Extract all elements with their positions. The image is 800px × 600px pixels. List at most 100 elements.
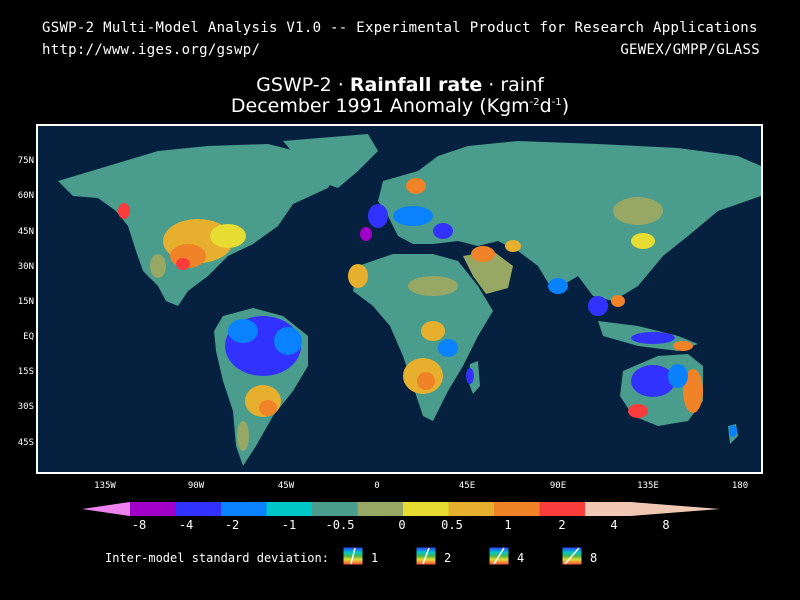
anomaly-patch — [393, 206, 433, 226]
map-title: GSWP-2 · Rainfall rate · rainf — [0, 74, 800, 96]
anomaly-patch — [631, 233, 655, 249]
colorbar-box — [494, 502, 540, 516]
unit-mid: d — [539, 95, 552, 117]
lat-label: 75N — [17, 156, 34, 166]
colorbar-box — [585, 502, 631, 516]
title-variable: Rainfall rate — [349, 74, 483, 96]
colorbar-box — [539, 502, 585, 516]
anomaly-patch — [668, 364, 688, 388]
header-url: http://www.iges.org/gswp/ — [42, 42, 261, 58]
greenland — [283, 134, 378, 188]
lon-label: 0 — [374, 481, 380, 491]
anomaly-patches — [118, 178, 737, 451]
anomaly-patch — [631, 365, 675, 397]
anomaly-patch — [118, 203, 130, 219]
anomaly-patch — [176, 258, 190, 270]
sd-glyph-icon — [488, 546, 510, 566]
lat-label: EQ — [23, 332, 34, 342]
anomaly-patch — [613, 197, 663, 225]
colorbar-low-triangle — [82, 502, 130, 516]
lon-label: 135E — [637, 481, 659, 491]
lon-label: 45W — [277, 481, 295, 491]
anomaly-patch — [729, 425, 737, 437]
colorbar-label: -8 — [131, 518, 147, 532]
header-program: GEWEX/GMPP/GLASS — [620, 42, 760, 58]
unit-exp-1: -2 — [529, 97, 540, 108]
anomaly-patch — [348, 264, 368, 288]
colorbar-label: -0.5 — [325, 518, 355, 532]
title-product: GSWP-2 · — [256, 74, 350, 96]
anomaly-patch — [150, 254, 166, 278]
colorbar-box — [403, 502, 449, 516]
sd-glyph-icon — [415, 546, 437, 566]
colorbar-box — [130, 502, 176, 516]
anomaly-map — [36, 124, 763, 474]
japan — [658, 216, 670, 244]
anomaly-patch — [421, 321, 445, 341]
colorbar-label: 8 — [662, 518, 670, 532]
sd-value: 2 — [444, 551, 452, 565]
anomaly-patch — [505, 240, 521, 252]
colorbar-label: -1 — [281, 518, 297, 532]
colorbar-label: -4 — [178, 518, 194, 532]
anomaly-patch — [417, 372, 435, 390]
lon-label: 90W — [187, 481, 205, 491]
lat-label: 15S — [17, 367, 34, 377]
lon-label: 45E — [458, 481, 476, 491]
title-short-name: · rainf — [482, 74, 544, 96]
anomaly-patch — [588, 296, 608, 316]
colorbar-high-triangle — [630, 502, 720, 516]
map-svg — [38, 134, 761, 472]
eurasia — [378, 141, 761, 301]
anomaly-patch — [228, 319, 258, 343]
colorbar-box — [175, 502, 221, 516]
sd-legend-label: Inter-model standard deviation: — [105, 551, 329, 565]
colorbar-label: 2 — [558, 518, 566, 532]
lat-label: 60N — [17, 191, 34, 201]
anomaly-patch — [237, 421, 249, 451]
map-subtitle: December 1991 Anomaly (Kgm-2d-1) — [0, 95, 800, 117]
anomaly-patch — [408, 276, 458, 296]
uk — [390, 192, 403, 214]
colorbar-label: -2 — [224, 518, 240, 532]
lon-label: 90E — [549, 481, 567, 491]
lon-label: 135W — [94, 481, 116, 491]
header-line-1: GSWP-2 Multi-Model Analysis V1.0 -- Expe… — [42, 20, 758, 36]
colorbar — [82, 502, 720, 516]
antarctic-strip — [38, 466, 761, 472]
sd-value: 1 — [371, 551, 379, 565]
anomaly-patch — [274, 327, 302, 355]
anomaly-patch — [360, 227, 372, 241]
lon-label: 180 — [731, 481, 749, 491]
lat-label: 45S — [17, 438, 34, 448]
anomaly-patch — [438, 339, 458, 357]
anomaly-patch — [210, 224, 246, 248]
lat-label: 15N — [17, 297, 34, 307]
lat-label: 45N — [17, 227, 34, 237]
anomaly-patch — [471, 246, 495, 262]
colorbar-label: 1 — [504, 518, 512, 532]
arabia — [463, 251, 513, 294]
lat-label: 30S — [17, 402, 34, 412]
colorbar-label: 4 — [610, 518, 618, 532]
anomaly-patch — [433, 223, 453, 239]
anomaly-patch — [548, 278, 568, 294]
sd-value: 4 — [517, 551, 525, 565]
colorbar-box — [312, 502, 358, 516]
sd-glyph-icon — [342, 546, 364, 566]
africa — [353, 254, 493, 421]
anomaly-patch — [611, 295, 625, 307]
colorbar-label: 0 — [398, 518, 406, 532]
anomaly-patch — [683, 369, 703, 413]
anomaly-patch — [466, 368, 474, 384]
unit-exp-2: -1 — [551, 97, 562, 108]
anomaly-patch — [259, 400, 277, 416]
lat-label: 30N — [17, 262, 34, 272]
colorbar-label: 0.5 — [441, 518, 463, 532]
unit-close: ) — [561, 95, 570, 117]
anomaly-patch — [406, 178, 426, 194]
subtitle-period: December 1991 Anomaly (Kgm — [230, 95, 530, 117]
sd-glyph-icon — [561, 546, 583, 566]
colorbar-box — [266, 502, 312, 516]
sd-value: 8 — [590, 551, 598, 565]
